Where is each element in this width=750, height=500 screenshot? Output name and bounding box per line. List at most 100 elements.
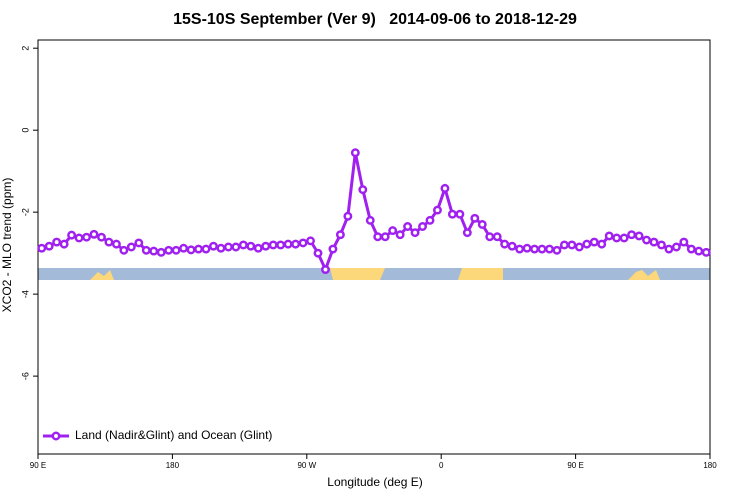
data-point bbox=[597, 239, 607, 249]
data-point bbox=[403, 222, 413, 231]
data-point bbox=[52, 237, 62, 247]
data-point bbox=[515, 244, 525, 254]
land-ocean-strip bbox=[38, 268, 710, 280]
data-point bbox=[395, 230, 405, 240]
data-point bbox=[425, 215, 435, 225]
data-point bbox=[447, 209, 457, 219]
data-point bbox=[59, 239, 69, 249]
data-point bbox=[418, 222, 427, 231]
data-point bbox=[679, 237, 689, 247]
data-point bbox=[410, 228, 420, 238]
land-area bbox=[90, 270, 114, 280]
data-point bbox=[253, 243, 263, 253]
y-tick-label: 0 bbox=[20, 128, 30, 133]
data-point bbox=[649, 237, 659, 247]
legend-marker bbox=[51, 431, 61, 441]
data-point bbox=[97, 232, 106, 242]
data-point bbox=[231, 242, 241, 252]
data-point bbox=[216, 243, 226, 253]
x-tick-label: 180 bbox=[166, 461, 180, 470]
data-point bbox=[358, 185, 368, 195]
data-point bbox=[567, 240, 577, 250]
x-tick-label: 0 bbox=[439, 461, 444, 470]
data-point bbox=[507, 241, 517, 251]
data-point bbox=[82, 232, 91, 242]
data-point bbox=[574, 242, 584, 252]
data-point bbox=[589, 237, 599, 247]
y-axis-label: XCO2 - MLO trend (ppm) bbox=[0, 178, 14, 313]
data-point bbox=[455, 209, 465, 219]
data-point bbox=[313, 248, 323, 258]
data-point bbox=[89, 229, 99, 239]
data-point bbox=[343, 211, 353, 221]
data-point bbox=[642, 235, 651, 245]
data-point bbox=[604, 231, 614, 241]
data-point bbox=[530, 244, 539, 254]
data-point bbox=[321, 265, 330, 274]
data-point bbox=[350, 148, 360, 158]
data-point bbox=[298, 238, 308, 248]
data-point bbox=[194, 244, 203, 254]
y-tick-label: -2 bbox=[20, 208, 30, 216]
series-line bbox=[41, 152, 707, 274]
data-point bbox=[388, 226, 398, 236]
data-point bbox=[156, 247, 166, 257]
land-area bbox=[628, 270, 660, 280]
data-point bbox=[686, 244, 696, 254]
data-point bbox=[582, 239, 592, 249]
data-point bbox=[201, 244, 211, 254]
data-point bbox=[328, 244, 338, 254]
data-point bbox=[500, 239, 510, 249]
y-tick-label: 2 bbox=[20, 46, 30, 51]
data-point bbox=[440, 183, 450, 193]
data-point bbox=[522, 243, 532, 253]
land-area bbox=[330, 268, 385, 280]
data-point bbox=[104, 237, 114, 247]
data-point bbox=[67, 230, 77, 240]
data-point bbox=[545, 244, 554, 254]
data-point bbox=[246, 241, 256, 251]
data-point bbox=[627, 230, 637, 240]
data-point bbox=[559, 240, 569, 250]
data-point bbox=[291, 239, 301, 249]
data-point bbox=[283, 239, 293, 249]
x-tick-label: 180 bbox=[703, 461, 717, 470]
data-point bbox=[186, 245, 196, 255]
data-point bbox=[657, 240, 666, 250]
data-point bbox=[179, 243, 189, 253]
data-point bbox=[111, 239, 121, 249]
data-point bbox=[365, 215, 375, 225]
data-point bbox=[462, 228, 472, 238]
data-point bbox=[537, 244, 547, 254]
x-tick-label: 90 E bbox=[30, 461, 46, 470]
data-point bbox=[619, 233, 629, 243]
data-point bbox=[335, 230, 345, 240]
data-point bbox=[694, 246, 704, 256]
data-point bbox=[171, 245, 181, 255]
data-point bbox=[373, 232, 383, 242]
data-point bbox=[134, 238, 144, 248]
data-point bbox=[268, 240, 278, 250]
data-point bbox=[149, 246, 159, 256]
data-point bbox=[485, 232, 495, 242]
data-point bbox=[276, 240, 286, 250]
data-point bbox=[44, 241, 54, 251]
data-point bbox=[612, 233, 622, 243]
x-axis-label: Longitude (deg E) bbox=[327, 475, 422, 489]
data-point bbox=[126, 242, 136, 252]
data-point bbox=[306, 236, 315, 246]
data-point bbox=[223, 242, 233, 252]
data-point bbox=[380, 232, 390, 242]
y-tick-label: -6 bbox=[20, 372, 30, 380]
legend-label: Land (Nadir&Glint) and Ocean (Glint) bbox=[75, 428, 272, 442]
data-point bbox=[141, 245, 151, 255]
data-point bbox=[238, 240, 248, 250]
x-tick-label: 90 W bbox=[297, 461, 316, 470]
chart-title: 15S-10S September (Ver 9) 2014-09-06 to … bbox=[173, 11, 577, 28]
data-point bbox=[74, 233, 84, 243]
data-point bbox=[552, 245, 562, 255]
data-point bbox=[477, 220, 487, 229]
y-tick-label: -4 bbox=[20, 290, 30, 298]
data-point bbox=[119, 245, 129, 255]
